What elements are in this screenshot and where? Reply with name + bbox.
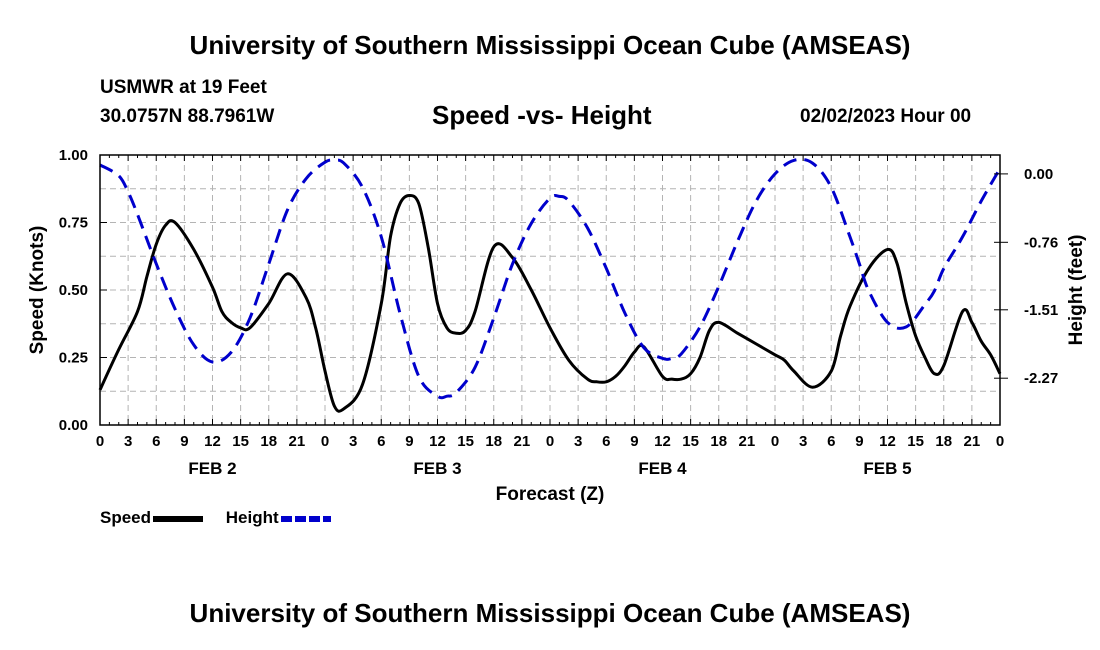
- series-height-line: [99, 157, 1002, 400]
- x-tick-label: 0: [996, 433, 1004, 450]
- x-tick-label: 3: [124, 433, 132, 450]
- day-label: FEB 3: [413, 459, 461, 478]
- axis-ticks: 0 3 6 9 12 15 18 21 0 3 6 9 12 15 18 21 0 3 6 9 12 15 18 21 0 3 6 9…: [59, 147, 1058, 478]
- x-tick-label: 18: [485, 433, 502, 450]
- x-tick-label: 6: [602, 433, 610, 450]
- day-label: FEB 5: [863, 459, 911, 478]
- y-axis-label: Speed (Knots): [27, 226, 48, 355]
- x-tick-label: 9: [180, 433, 188, 450]
- y-tick-label: 0.00: [59, 417, 88, 434]
- coordinates-label: 30.0757N 88.7961W: [100, 106, 275, 127]
- y-tick-label: 0.25: [59, 350, 88, 367]
- grid: [100, 155, 1000, 425]
- x-tick-label: 9: [630, 433, 638, 450]
- x-tick-label: 21: [739, 433, 756, 450]
- y-tick-label: 0.50: [59, 282, 88, 299]
- x-axis-label: Forecast (Z): [496, 484, 605, 505]
- main-title: University of Southern Mississippi Ocean…: [189, 30, 911, 60]
- day-label: FEB 2: [188, 459, 236, 478]
- legend-speed-swatch: [153, 515, 204, 522]
- day-label: FEB 4: [638, 459, 687, 478]
- x-tick-label: 0: [771, 433, 779, 450]
- x-tick-label: 0: [96, 433, 104, 450]
- x-tick-label: 12: [654, 433, 671, 450]
- x-tick-label: 3: [349, 433, 357, 450]
- x-tick-label: 15: [457, 433, 474, 450]
- x-tick-label: 15: [907, 433, 924, 450]
- forecast-datetime: 02/02/2023 Hour 00: [800, 106, 972, 127]
- legend-height-swatch: [280, 515, 331, 522]
- series-layer: [98, 157, 1002, 413]
- legend-height-label: Height: [225, 508, 279, 527]
- y2-tick-label: -2.27: [1024, 370, 1058, 387]
- y2-tick-label: -0.76: [1024, 234, 1058, 251]
- legend-item-speed: Speed: [100, 508, 204, 528]
- x-tick-label: 15: [682, 433, 699, 450]
- x-tick-label: 12: [429, 433, 446, 450]
- x-tick-label: 18: [710, 433, 727, 450]
- x-tick-label: 15: [232, 433, 249, 450]
- y2-axis-label: Height (feet): [1066, 235, 1087, 346]
- x-tick-label: 12: [204, 433, 221, 450]
- x-tick-label: 9: [405, 433, 413, 450]
- x-tick-label: 3: [799, 433, 807, 450]
- x-tick-label: 18: [260, 433, 277, 450]
- bottom-title: University of Southern Mississippi Ocean…: [189, 598, 911, 628]
- chart-subtitle: Speed -vs- Height: [432, 100, 652, 130]
- y2-tick-label: 0.00: [1024, 166, 1053, 183]
- x-tick-label: 6: [152, 433, 160, 450]
- x-tick-label: 18: [935, 433, 952, 450]
- x-tick-label: 21: [964, 433, 981, 450]
- y-tick-label: 0.75: [59, 215, 88, 232]
- y-tick-label: 1.00: [59, 147, 88, 164]
- x-tick-label: 21: [289, 433, 306, 450]
- x-tick-label: 0: [321, 433, 329, 450]
- station-label: USMWR at 19 Feet: [100, 77, 267, 98]
- x-tick-label: 6: [377, 433, 385, 450]
- legend-item-height: Height: [226, 508, 331, 528]
- y2-tick-label: -1.51: [1024, 302, 1058, 319]
- x-tick-label: 9: [855, 433, 863, 450]
- x-tick-label: 12: [879, 433, 896, 450]
- x-tick-label: 0: [546, 433, 554, 450]
- legend: Speed Height: [100, 508, 349, 528]
- x-tick-label: 21: [514, 433, 531, 450]
- x-tick-label: 6: [827, 433, 835, 450]
- series-speed-line: [98, 193, 1002, 413]
- x-tick-label: 3: [574, 433, 582, 450]
- legend-speed-label: Speed: [100, 508, 152, 527]
